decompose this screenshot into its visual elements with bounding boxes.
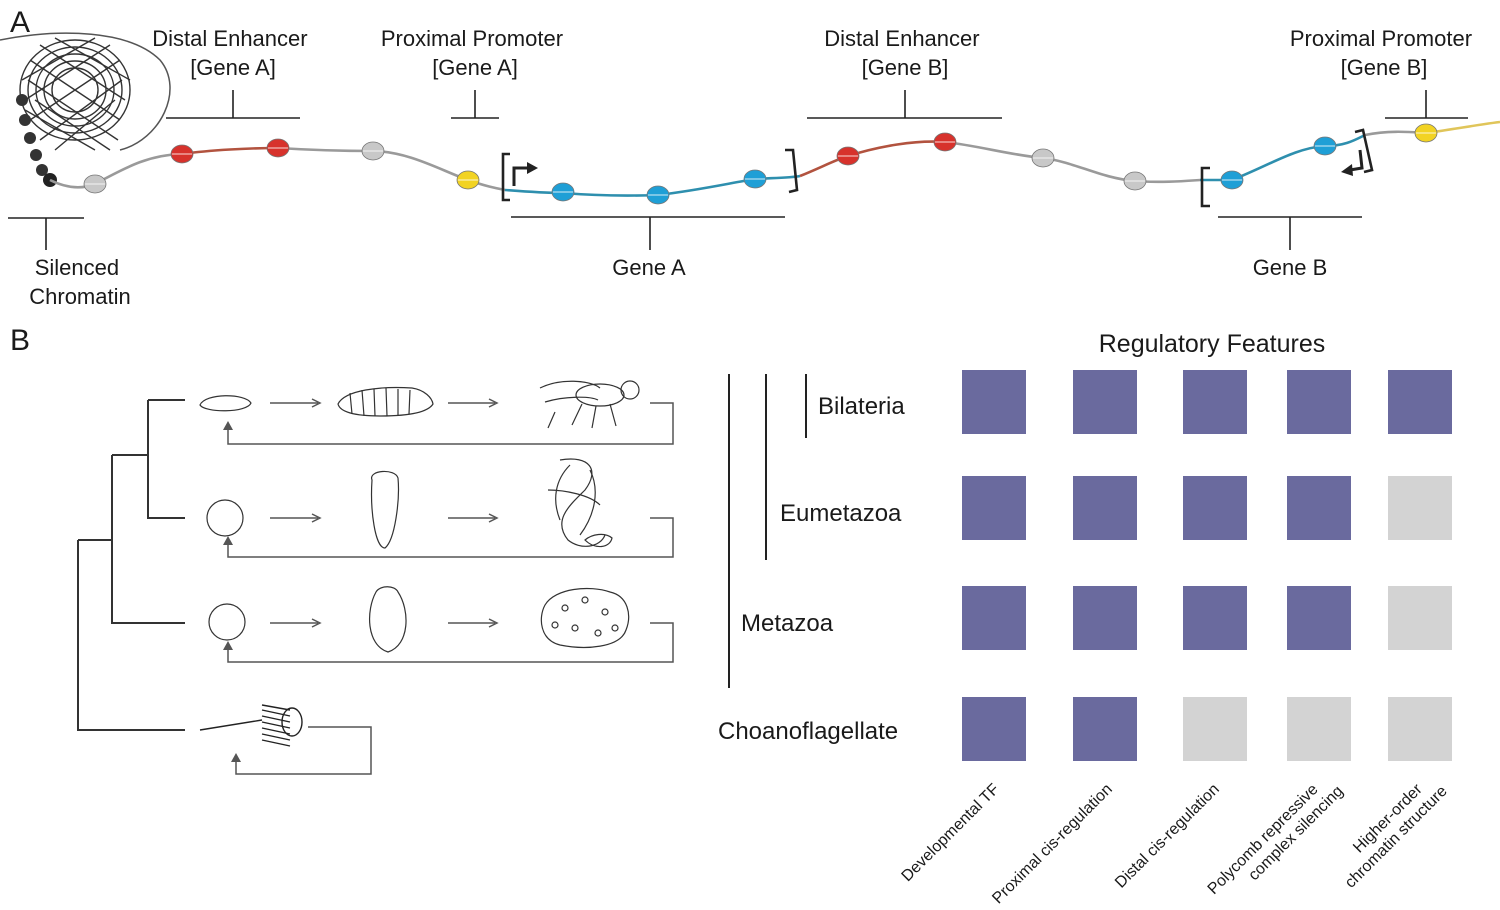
planula-icon — [370, 470, 400, 549]
phylogenetic-tree — [77, 399, 185, 731]
proximal-promoter-a-label: Proximal Promoter [Gene A] — [381, 26, 569, 80]
feature-cell-absent — [1183, 697, 1247, 761]
arrow-icon — [448, 398, 499, 408]
feature-cell-absent — [1388, 697, 1452, 761]
clade-label-eumetazoa: Eumetazoa — [780, 500, 902, 527]
gene-a-brackets — [501, 148, 799, 202]
life-cycle-eumetazoa — [206, 458, 674, 558]
feature-cell-present — [1183, 370, 1247, 434]
feature-cell-present — [1183, 586, 1247, 650]
egg-icon — [199, 395, 252, 412]
gene-b-label: Gene B — [1253, 255, 1328, 280]
clade-label-bilateria: Bilateria — [818, 393, 905, 420]
life-cycle-bilateria — [199, 380, 674, 445]
feature-cell-present — [1073, 370, 1137, 434]
feature-cell-present — [1073, 586, 1137, 650]
feature-cell-present — [1287, 586, 1351, 650]
clade-label-metazoa: Metazoa — [741, 610, 834, 637]
gene-b-tss-arrow — [1341, 149, 1364, 176]
silenced-chromatin-label: Silenced Chromatin — [29, 255, 130, 309]
proximal-promoter-b-label: Proximal Promoter [Gene B] — [1290, 26, 1478, 80]
feature-cell-absent — [1388, 586, 1452, 650]
feature-cell-absent — [1388, 476, 1452, 540]
feature-cell-present — [962, 586, 1026, 650]
regulatory-feature-matrix — [962, 370, 1452, 761]
arrow-icon — [270, 618, 322, 628]
feature-cell-absent — [1287, 697, 1351, 761]
larva-icon — [369, 586, 407, 653]
egg-icon — [208, 603, 246, 641]
silenced-chromatin-coil — [0, 32, 171, 187]
clade-label-choanoflagellate: Choanoflagellate — [718, 718, 898, 745]
feature-cell-present — [1287, 370, 1351, 434]
distal-enhancer-a-label: Distal Enhancer [Gene A] — [152, 26, 313, 80]
panel-a-letter: A — [10, 6, 30, 39]
distal-enhancer-b-label: Distal Enhancer [Gene B] — [824, 26, 985, 80]
regulatory-features-title: Regulatory Features — [1099, 330, 1326, 358]
feature-cell-present — [1388, 370, 1452, 434]
dna-strand — [49, 120, 1500, 197]
feature-label-proximal-cis-regulation: Proximal cis-regulation — [989, 781, 1115, 907]
feature-cell-present — [962, 370, 1026, 434]
arrow-icon — [448, 513, 499, 523]
gene-a-label: Gene A — [612, 255, 686, 280]
feature-cell-present — [962, 476, 1026, 540]
feature-label-developmental-tf: Developmental TF — [899, 781, 1003, 885]
nucleosome-beads — [83, 123, 1438, 205]
panel-b-letter: B — [10, 324, 30, 357]
egg-icon — [206, 499, 244, 537]
life-cycle-choanoflagellate — [199, 704, 372, 775]
larva-icon — [337, 386, 434, 417]
feature-cell-present — [1073, 697, 1137, 761]
gene-b-brackets — [1200, 128, 1374, 208]
feature-cell-present — [962, 697, 1026, 761]
fly-icon — [539, 380, 640, 429]
choanoflagellate-icon — [199, 704, 303, 747]
feature-cell-present — [1073, 476, 1137, 540]
life-cycle-metazoa — [208, 586, 674, 663]
arrow-icon — [270, 513, 322, 523]
clade-brackets — [728, 374, 807, 688]
feature-label-distal-cis-regulation: Distal cis-regulation — [1112, 781, 1223, 892]
feature-label-polycomb: Polycomb repressive complex silencing — [1205, 769, 1347, 910]
arrow-icon — [448, 618, 499, 628]
feature-cell-present — [1183, 476, 1247, 540]
feature-cell-present — [1287, 476, 1351, 540]
jellyfish-icon — [547, 458, 613, 548]
gene-a-tss-arrow — [512, 162, 538, 186]
sponge-icon — [540, 587, 630, 648]
feature-labels: Developmental TF Proximal cis-regulation… — [899, 769, 1451, 910]
feature-label-higher-order-chromatin: Higher-order chromatin structure — [1328, 769, 1450, 891]
arrow-icon — [270, 398, 322, 408]
label-ticks — [8, 90, 1468, 250]
